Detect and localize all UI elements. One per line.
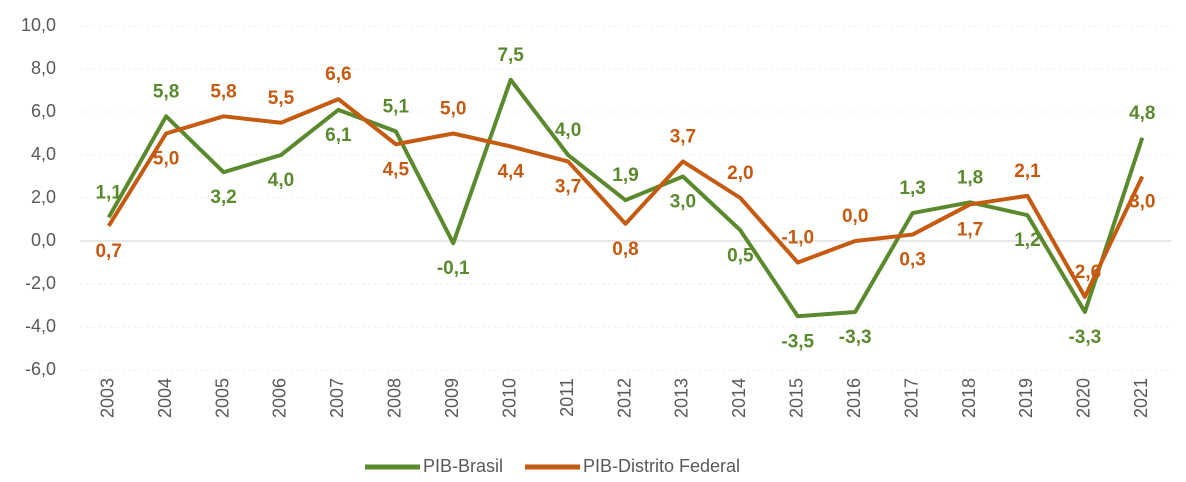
x-tick-label: 2018	[959, 378, 979, 418]
data-label: -3,3	[839, 327, 872, 348]
y-tick-label: 2,0	[31, 187, 56, 207]
data-label: 1,2	[1014, 230, 1040, 251]
data-label: 7,5	[497, 45, 524, 66]
data-label: 3,7	[555, 176, 581, 197]
data-label: -3,5	[781, 331, 814, 352]
data-label: 6,6	[325, 64, 351, 85]
data-label: 0,8	[612, 239, 638, 260]
data-label: 4,0	[268, 170, 294, 191]
x-tick-label: 2020	[1074, 378, 1094, 418]
data-label: -2,6	[1068, 262, 1101, 283]
data-label: 3,7	[670, 126, 696, 147]
y-tick-label: 6,0	[31, 101, 56, 121]
x-tick-label: 2017	[901, 378, 921, 418]
data-label: 3,0	[1129, 192, 1155, 213]
x-tick-label: 2021	[1131, 378, 1151, 418]
line-series	[106, 77, 1145, 319]
data-label: 4,4	[497, 161, 524, 182]
legend-label: PIB-Brasil	[423, 456, 503, 476]
data-label: 0,3	[899, 250, 925, 271]
y-tick-label: -6,0	[25, 359, 56, 379]
y-tick-label: 0,0	[31, 230, 56, 250]
data-label: 1,3	[899, 178, 925, 199]
data-label: 5,5	[268, 88, 295, 109]
data-label: 1,9	[612, 165, 638, 186]
y-tick-label: -2,0	[25, 273, 56, 293]
data-label: 2,0	[727, 163, 753, 184]
data-label: -1,0	[781, 228, 814, 249]
data-label: 5,0	[440, 99, 466, 120]
x-tick-label: 2012	[614, 378, 634, 418]
data-label: 0,5	[727, 245, 754, 266]
data-label: 0,7	[95, 241, 121, 262]
x-tick-label: 2013	[672, 378, 692, 418]
x-tick-label: 2007	[327, 378, 347, 418]
data-label: 4,8	[1129, 103, 1155, 124]
legend-label: PIB-Distrito Federal	[583, 456, 740, 476]
x-tick-label: 2015	[787, 378, 807, 418]
data-label: 3,0	[670, 192, 696, 213]
x-tick-label: 2003	[97, 378, 117, 418]
x-tick-label: 2006	[270, 378, 290, 418]
x-tick-label: 2008	[385, 378, 405, 418]
data-label: -3,3	[1068, 327, 1101, 348]
x-tick-label: 2016	[844, 378, 864, 418]
x-tick-label: 2019	[1016, 378, 1036, 418]
data-label: 1,7	[957, 219, 983, 240]
data-label: 4,0	[555, 120, 581, 141]
x-tick-label: 2005	[212, 378, 232, 418]
x-tick-label: 2011	[557, 378, 577, 417]
data-label: 5,1	[383, 96, 410, 117]
line-series	[107, 97, 1145, 299]
x-tick-label: 2014	[729, 378, 749, 418]
y-tick-label: 10,0	[21, 15, 56, 35]
data-label: 3,2	[210, 187, 236, 208]
x-tick-label: 2004	[155, 378, 175, 418]
y-tick-label: 4,0	[31, 144, 56, 164]
data-label: 5,8	[153, 81, 179, 102]
x-tick-label: 2010	[499, 378, 519, 418]
data-label: 1,8	[957, 167, 983, 188]
data-label: 2,1	[1014, 161, 1041, 182]
data-label: -0,1	[437, 258, 470, 279]
data-label: 5,0	[153, 149, 179, 170]
data-label: 0,0	[842, 206, 868, 227]
x-tick-label: 2009	[442, 378, 462, 418]
data-label: 1,1	[95, 182, 122, 203]
data-label: 6,1	[325, 125, 352, 146]
data-label: 5,8	[210, 81, 236, 102]
data-label: 4,5	[383, 159, 410, 180]
y-tick-label: -4,0	[25, 316, 56, 336]
y-tick-label: 8,0	[31, 58, 56, 78]
